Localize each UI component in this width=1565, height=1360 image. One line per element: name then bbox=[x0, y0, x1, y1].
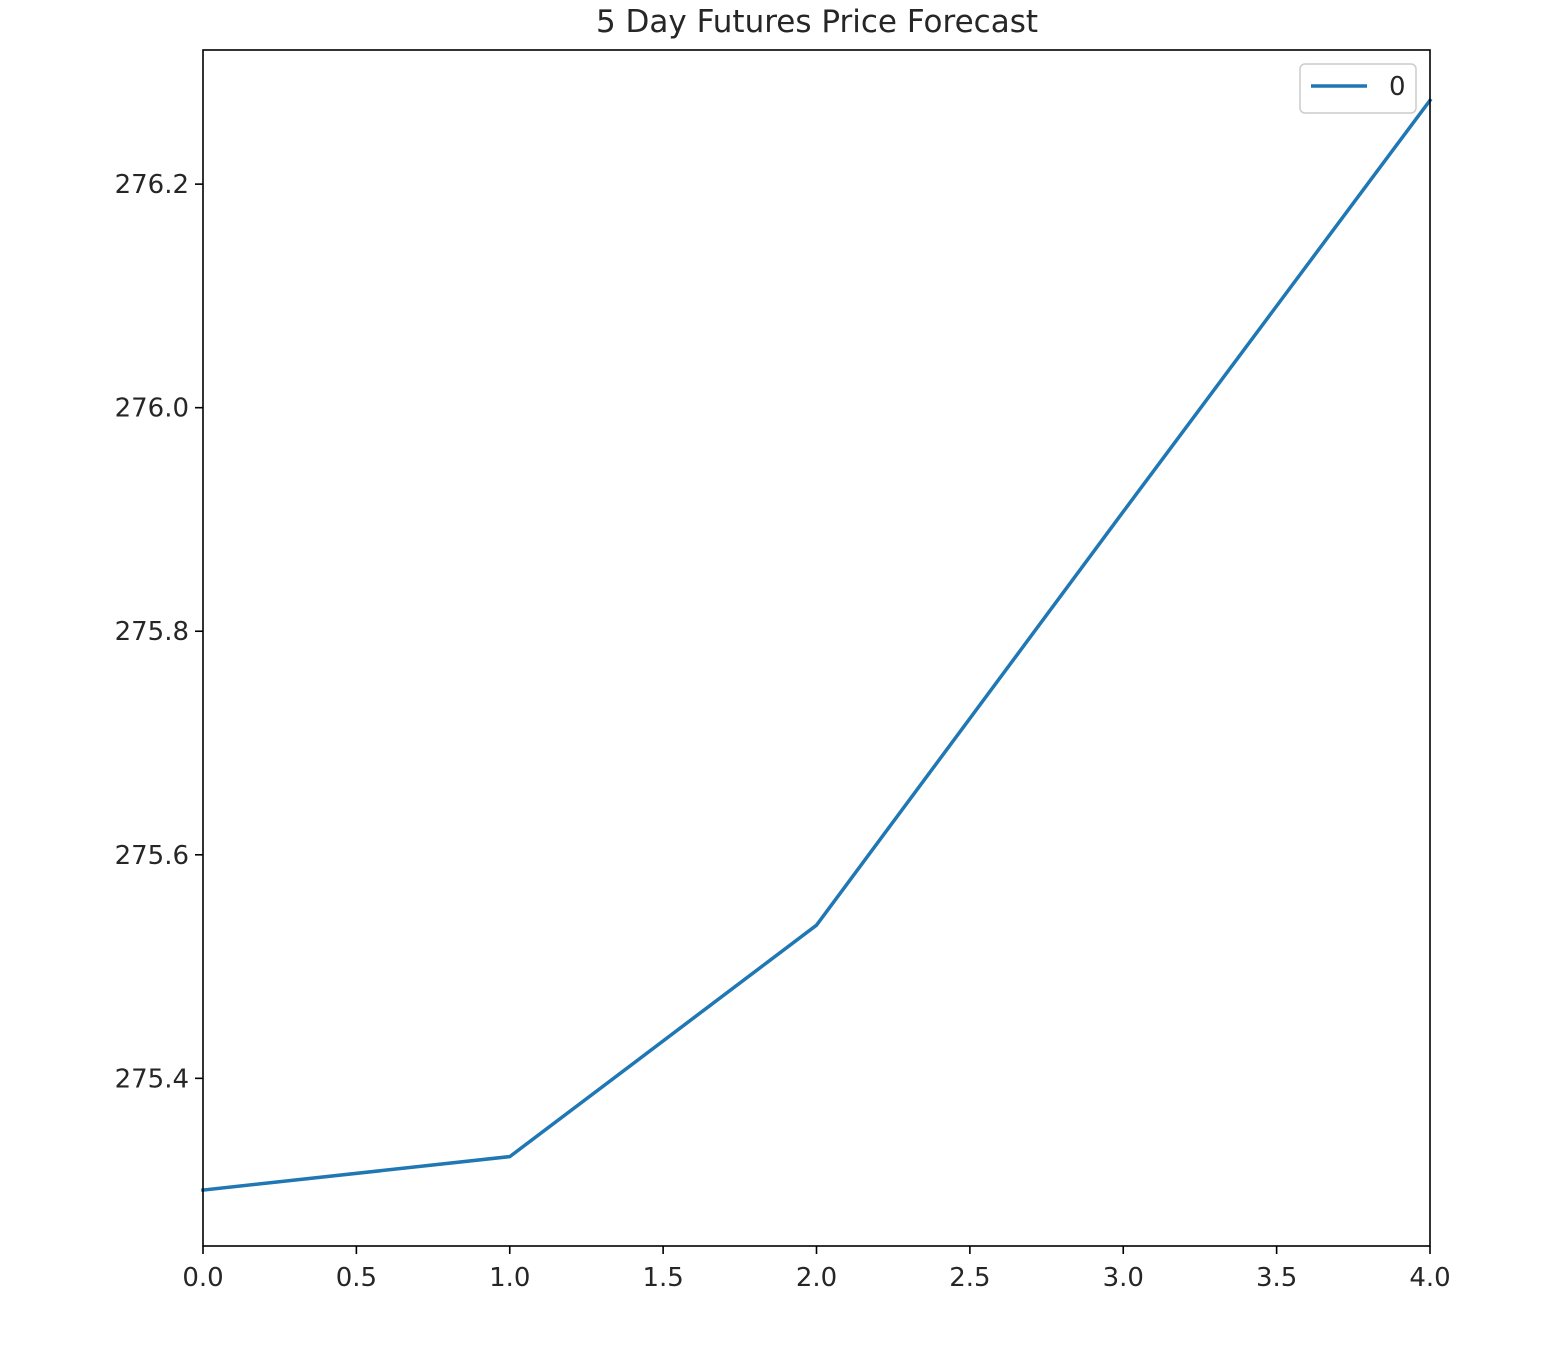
x-axis-ticks: 0.0 0.5 1.0 1.5 2.0 2.5 3.0 3.5 4.0 bbox=[182, 1246, 1451, 1293]
y-axis-ticks: 275.4 275.6 275.8 276.0 276.2 bbox=[115, 170, 203, 1094]
y-tick-label: 275.6 bbox=[115, 841, 189, 871]
series-line-0 bbox=[201, 97, 1433, 1193]
x-tick-label: 3.5 bbox=[1256, 1263, 1297, 1293]
x-tick-label: 0.0 bbox=[182, 1263, 223, 1293]
legend-box bbox=[1299, 63, 1417, 114]
x-tick-label: 3.0 bbox=[1103, 1263, 1144, 1293]
plot-area-frame bbox=[202, 49, 1431, 1247]
y-tick-label: 276.0 bbox=[115, 394, 189, 424]
x-tick-label: 1.5 bbox=[642, 1263, 683, 1293]
y-tick-label: 276.2 bbox=[115, 170, 189, 200]
chart-title: 5 Day Futures Price Forecast bbox=[596, 4, 1038, 40]
y-tick-label: 275.4 bbox=[115, 1064, 189, 1094]
x-tick-label: 0.5 bbox=[336, 1263, 377, 1293]
x-tick-label: 2.5 bbox=[949, 1263, 990, 1293]
x-tick-label: 4.0 bbox=[1409, 1263, 1450, 1293]
series-layer bbox=[201, 97, 1433, 1193]
legend-label-series-0: 0 bbox=[1389, 72, 1406, 102]
x-tick-label: 2.0 bbox=[796, 1263, 837, 1293]
legend: 0 bbox=[1299, 63, 1417, 114]
x-tick-label: 1.0 bbox=[489, 1263, 530, 1293]
y-tick-label: 275.8 bbox=[115, 617, 189, 647]
